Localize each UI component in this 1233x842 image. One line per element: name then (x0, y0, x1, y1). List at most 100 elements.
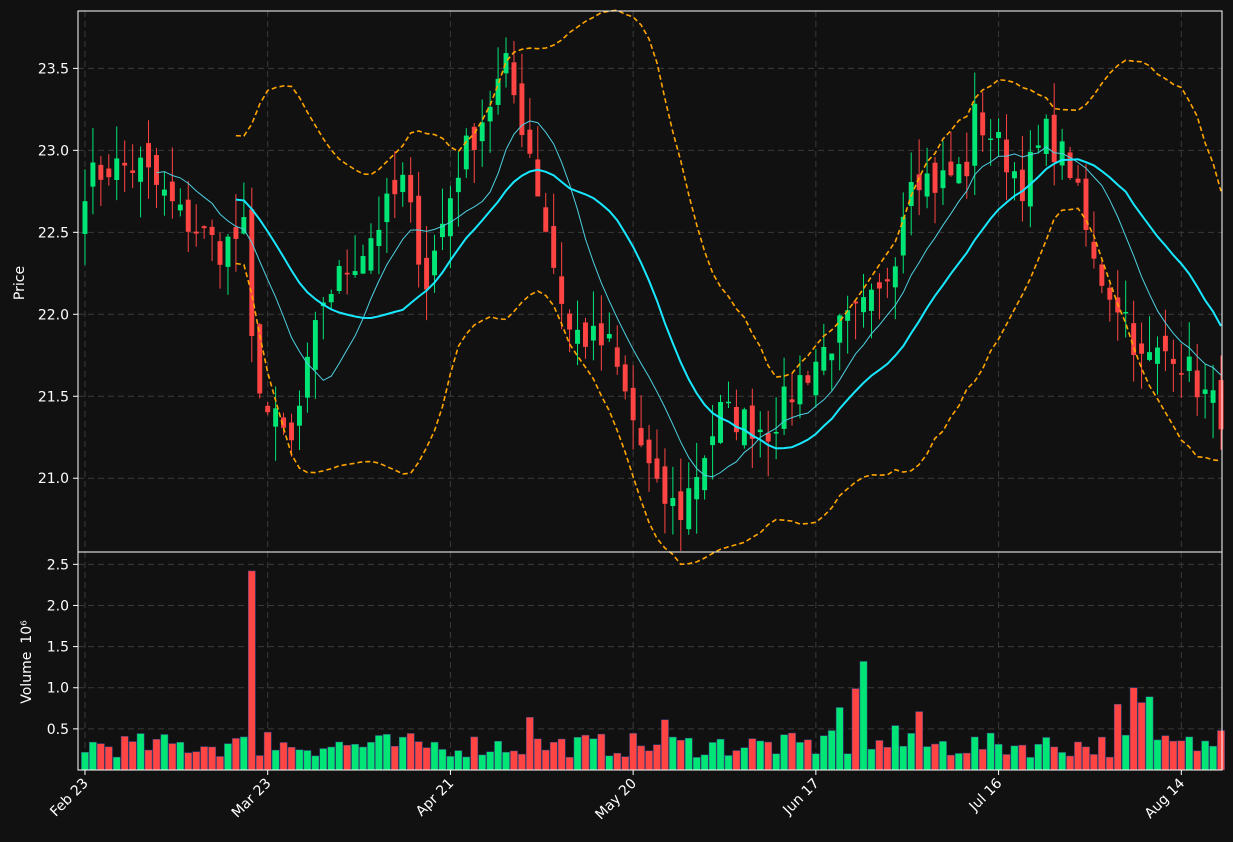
candle-body (193, 231, 199, 234)
candle-body (694, 477, 700, 500)
candle-body (773, 431, 779, 434)
volume-tick-label: 0.5 (47, 722, 69, 738)
candle-body (1067, 152, 1073, 178)
candle-body (297, 405, 302, 426)
volume-bar (1066, 755, 1074, 771)
volume-bar (1177, 740, 1186, 771)
volume-bar (1034, 744, 1043, 771)
volume-bar (1209, 745, 1217, 771)
candle-body (479, 122, 485, 142)
candle-body (1027, 151, 1033, 207)
candle-body (1210, 390, 1216, 403)
volume-bar (962, 752, 971, 771)
candle-body (678, 491, 684, 520)
volume-bar (255, 755, 264, 771)
volume-axis-exponent: 10⁶ (19, 620, 35, 644)
candle-body (583, 322, 588, 347)
candle-body (876, 282, 882, 289)
candle-body (781, 386, 787, 429)
volume-bar (764, 741, 773, 771)
price-tick-label: 21.0 (38, 471, 69, 487)
volume-bar (597, 733, 606, 771)
candle-body (932, 162, 938, 193)
candle-body (543, 207, 549, 232)
volume-bar (295, 749, 304, 771)
candle-body (749, 405, 755, 439)
volume-bar (994, 744, 1003, 771)
candle-body (384, 193, 390, 223)
volume-bar (279, 742, 288, 771)
price-grid (78, 11, 1222, 552)
candle-body (861, 297, 866, 313)
volume-bar (224, 743, 232, 771)
candle-body (797, 375, 803, 405)
candle-body (1051, 114, 1057, 163)
candle-body (829, 353, 835, 361)
volume-bar (200, 746, 208, 771)
volume-bar (923, 746, 931, 771)
volume-bar (1169, 740, 1178, 771)
candle-body (169, 181, 175, 202)
price-tick-label: 22.0 (38, 307, 69, 323)
volume-bar (1217, 730, 1225, 771)
candle-body (662, 466, 668, 504)
volume-bar (343, 744, 351, 771)
volume-panel-frame (77, 551, 1223, 771)
candle-body (368, 238, 374, 271)
volume-bar (486, 751, 494, 771)
volume-bar (128, 741, 137, 771)
volume-bar (851, 688, 860, 771)
candle-body (217, 241, 223, 265)
volume-bar (1050, 746, 1059, 771)
volume-bar (97, 743, 105, 771)
candle-body (1131, 323, 1137, 356)
volume-bar (573, 737, 582, 771)
volume-bar (89, 741, 97, 771)
candle-body (646, 439, 652, 464)
candle-body (463, 135, 469, 170)
candle-body (209, 226, 215, 236)
candle-body (741, 409, 747, 446)
volume-bar (319, 748, 328, 771)
volume-bar (430, 741, 439, 771)
volume-bar (1082, 746, 1090, 771)
volume-bar (867, 748, 876, 771)
candle-body (559, 276, 565, 304)
volume-bar (986, 732, 995, 771)
volume-bar (1042, 737, 1051, 771)
candle-body (225, 236, 231, 267)
candle-body (249, 209, 255, 336)
candle-body (312, 320, 318, 370)
candle-body (606, 333, 612, 339)
volume-bar (454, 750, 463, 771)
candle-body (575, 329, 580, 344)
volume-bar (303, 750, 312, 771)
candle-body (146, 143, 151, 168)
candle-body (988, 138, 994, 141)
price-tick-label: 23.0 (38, 143, 69, 159)
upper-band-line (235, 9, 1222, 378)
volume-bar (359, 746, 367, 771)
volume-bar (216, 756, 224, 771)
candle-body (1091, 241, 1097, 259)
candle-body (980, 112, 986, 136)
volume-bar (287, 746, 296, 771)
volume-bar (176, 742, 185, 771)
volume-bar (1201, 740, 1209, 771)
volume-bar (581, 734, 590, 771)
volume-bar (700, 754, 709, 771)
candle-body (1178, 373, 1184, 375)
volume-bar (351, 743, 359, 771)
volume-bar (843, 753, 852, 771)
candle-body (98, 164, 104, 180)
candle-body (956, 164, 962, 184)
volume-bar (955, 753, 963, 771)
volume-bar (1113, 703, 1122, 771)
volume-bar (669, 736, 677, 771)
volume-bar (1010, 745, 1019, 771)
volume-bar (1105, 756, 1114, 771)
volume-bar (1145, 696, 1154, 771)
candle-body (805, 375, 811, 383)
volume-bar (136, 733, 145, 771)
volume-bar (327, 746, 336, 771)
